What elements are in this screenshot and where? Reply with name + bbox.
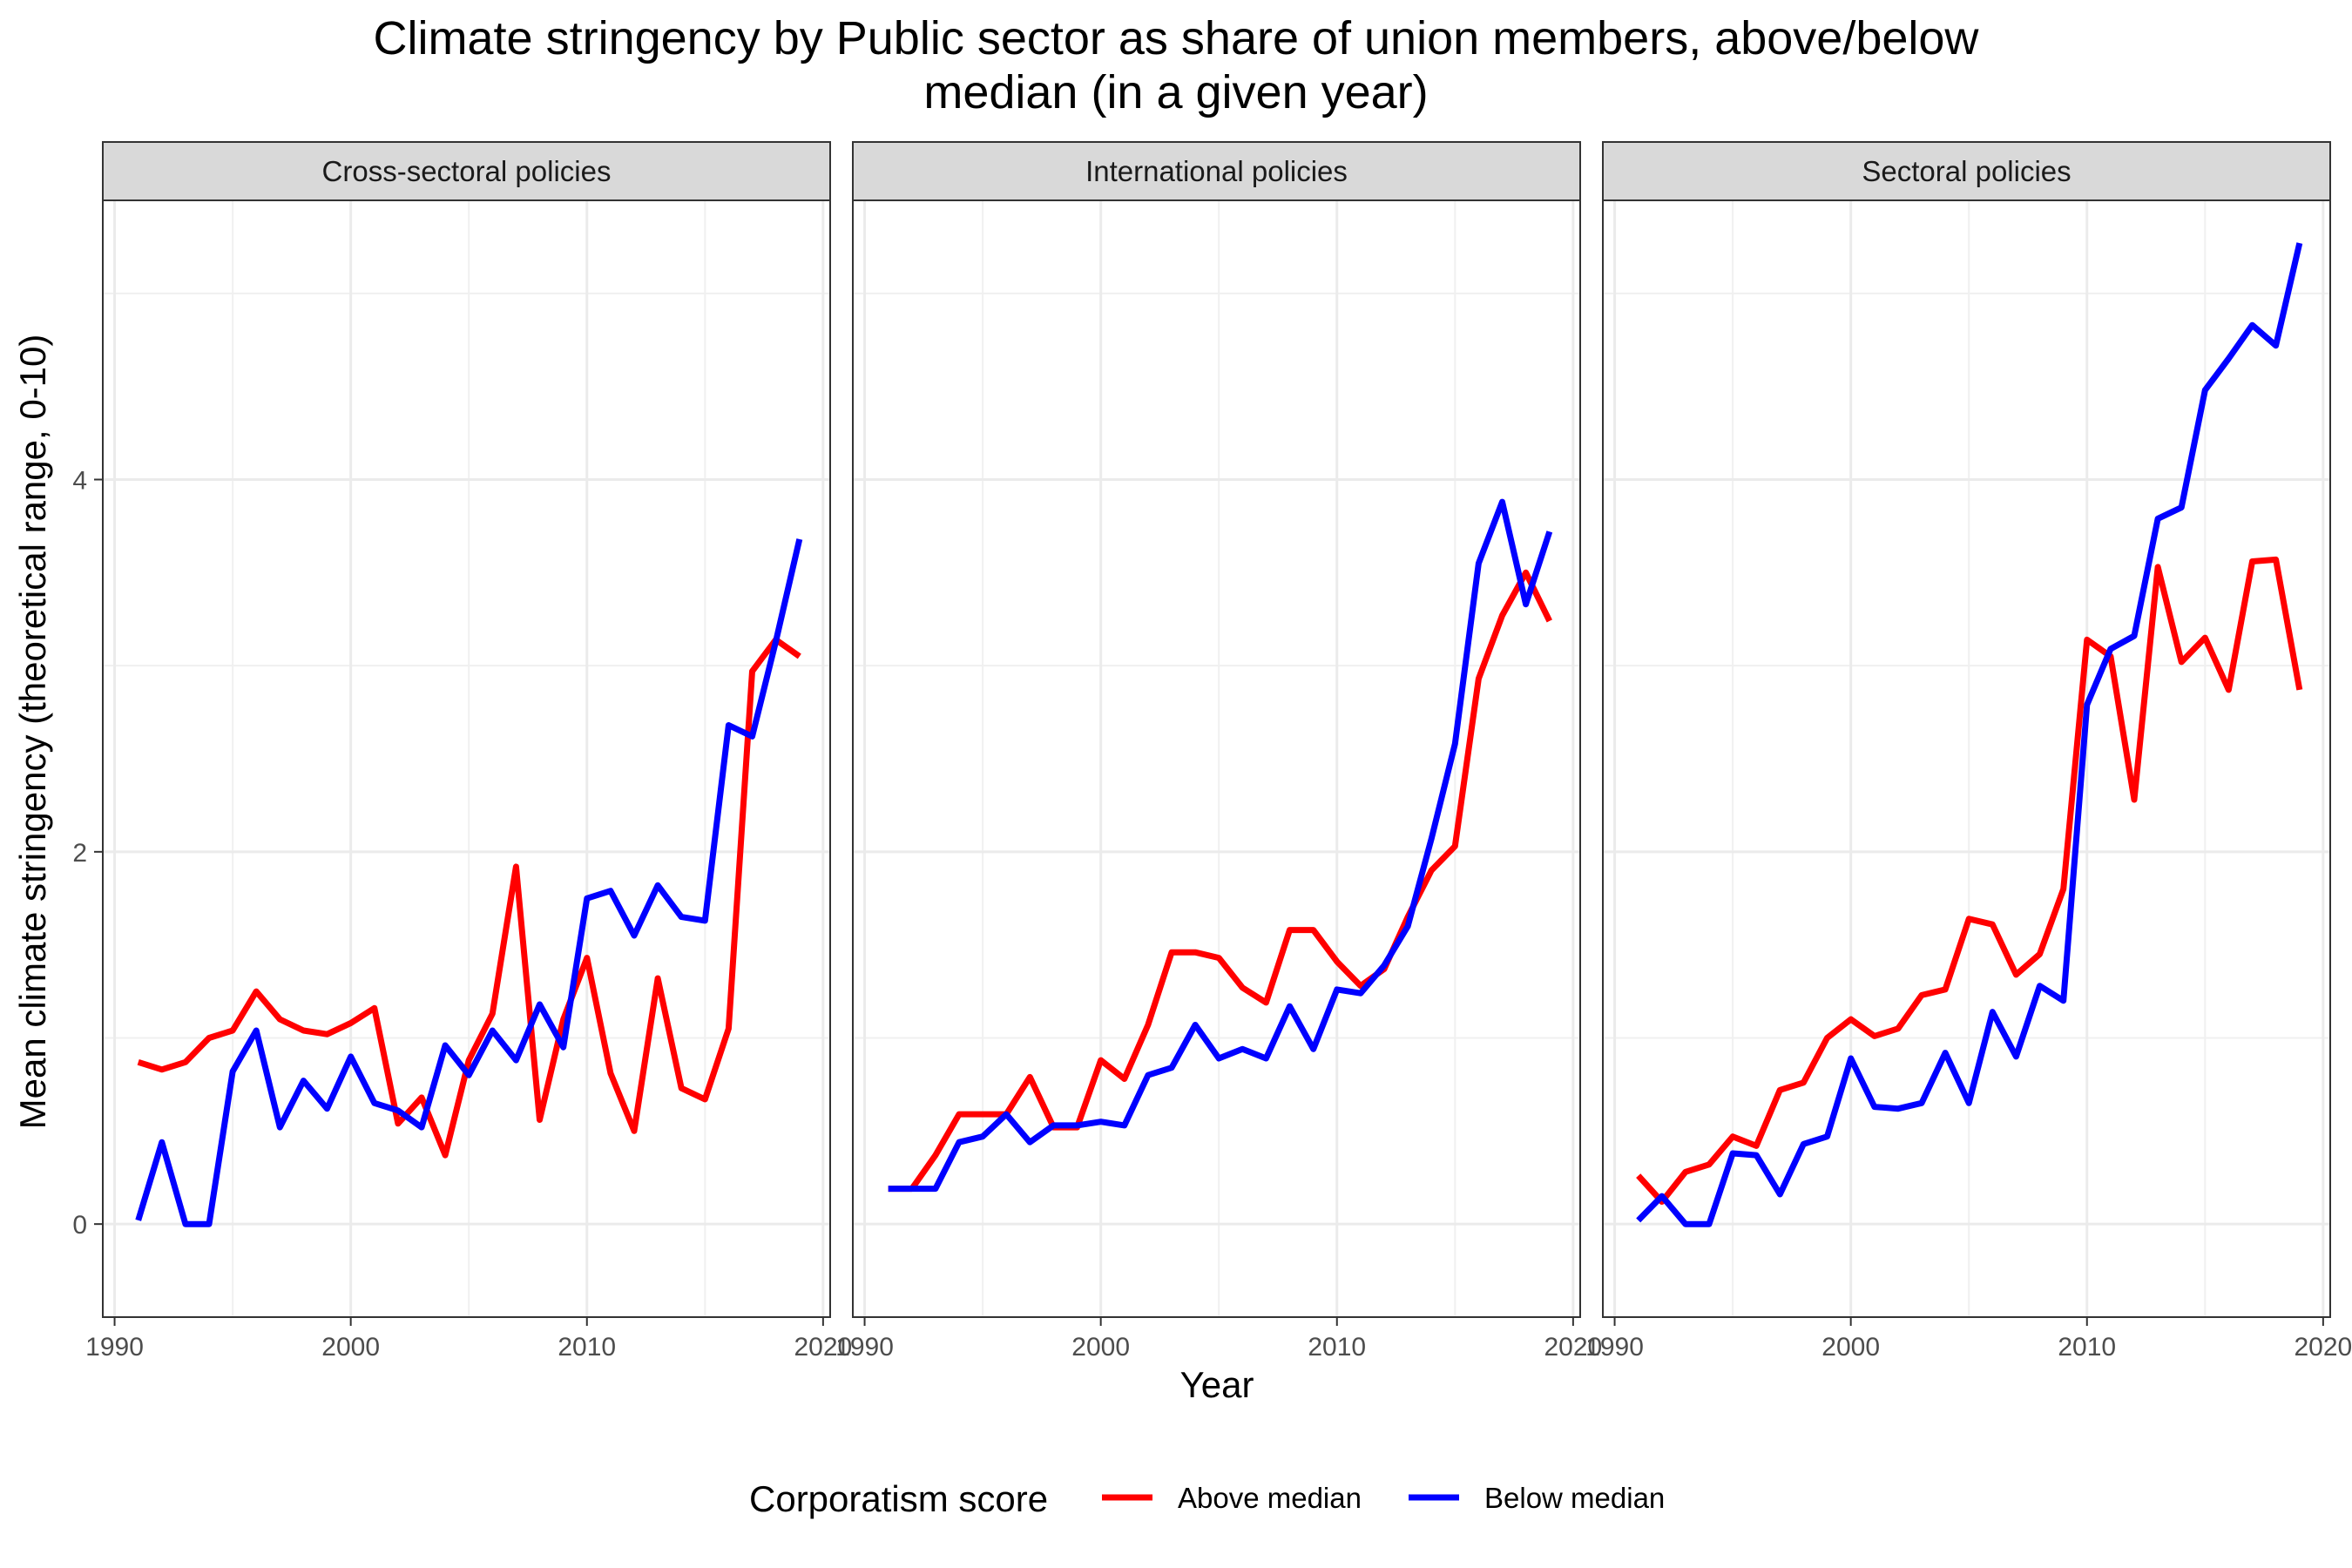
legend: Corporatism score Above median Below med… bbox=[749, 1478, 1665, 1519]
facet-strip-label: International policies bbox=[1085, 155, 1348, 187]
x-tick-label: 1990 bbox=[1585, 1333, 1644, 1362]
y-tick-label: 2 bbox=[72, 839, 87, 868]
facet-strip bbox=[852, 141, 1581, 201]
x-tick-label: 2010 bbox=[2058, 1333, 2116, 1362]
y-tick-label: 4 bbox=[72, 467, 87, 496]
y-tick-label: 0 bbox=[72, 1211, 87, 1240]
x-tick-label: 2020 bbox=[794, 1333, 852, 1362]
series-line-below-median bbox=[888, 498, 1553, 1193]
x-tick-label: 2000 bbox=[1821, 1333, 1880, 1362]
x-tick-label: 2010 bbox=[558, 1333, 616, 1362]
x-tick-label: 2010 bbox=[1308, 1333, 1366, 1362]
panel-background bbox=[853, 200, 1580, 1317]
x-tick-label: 2000 bbox=[321, 1333, 380, 1362]
facet-strip-label: Cross-sectoral policies bbox=[322, 155, 612, 187]
x-axis-label: Year bbox=[1180, 1364, 1254, 1405]
series-line-above-median bbox=[1636, 556, 2303, 1205]
legend-label-above-median: Above median bbox=[1178, 1482, 1362, 1514]
facet-strip bbox=[102, 141, 831, 201]
x-tick-label: 1990 bbox=[85, 1333, 144, 1362]
series-line-above-median bbox=[888, 569, 1552, 1193]
facet-strip-label: Sectoral policies bbox=[1862, 155, 2071, 187]
series-line-above-median bbox=[137, 636, 801, 1159]
x-tick-label: 2020 bbox=[1544, 1333, 1602, 1362]
x-tick-label: 2020 bbox=[2294, 1333, 2352, 1362]
panel-sectoral-policies: Sectoral policies 1990 2000 2010 2020 bbox=[1585, 141, 2352, 1362]
panel-cross-sectoral-policies: Cross-sectoral policies 1990 2000 2010 2020 0… bbox=[72, 141, 852, 1362]
legend-label-below-median: Below median bbox=[1484, 1482, 1665, 1514]
y-axis-label: Mean climate stringency (theoretical ran… bbox=[12, 335, 53, 1130]
x-tick-label: 2000 bbox=[1071, 1333, 1130, 1362]
panel-background bbox=[103, 200, 830, 1317]
panel-international-policies: International policies 1990 2000 2010 2020 bbox=[835, 141, 1602, 1362]
chart-title-line-1: Climate stringency by Public sector as s… bbox=[374, 12, 1980, 64]
chart-title-line-2: median (in a given year) bbox=[923, 66, 1428, 118]
legend-title: Corporatism score bbox=[749, 1478, 1048, 1519]
series-line-below-median bbox=[135, 538, 803, 1227]
x-tick-label: 1990 bbox=[835, 1333, 894, 1362]
facet-strip bbox=[1602, 141, 2331, 201]
series-line-below-median bbox=[1636, 242, 2303, 1227]
